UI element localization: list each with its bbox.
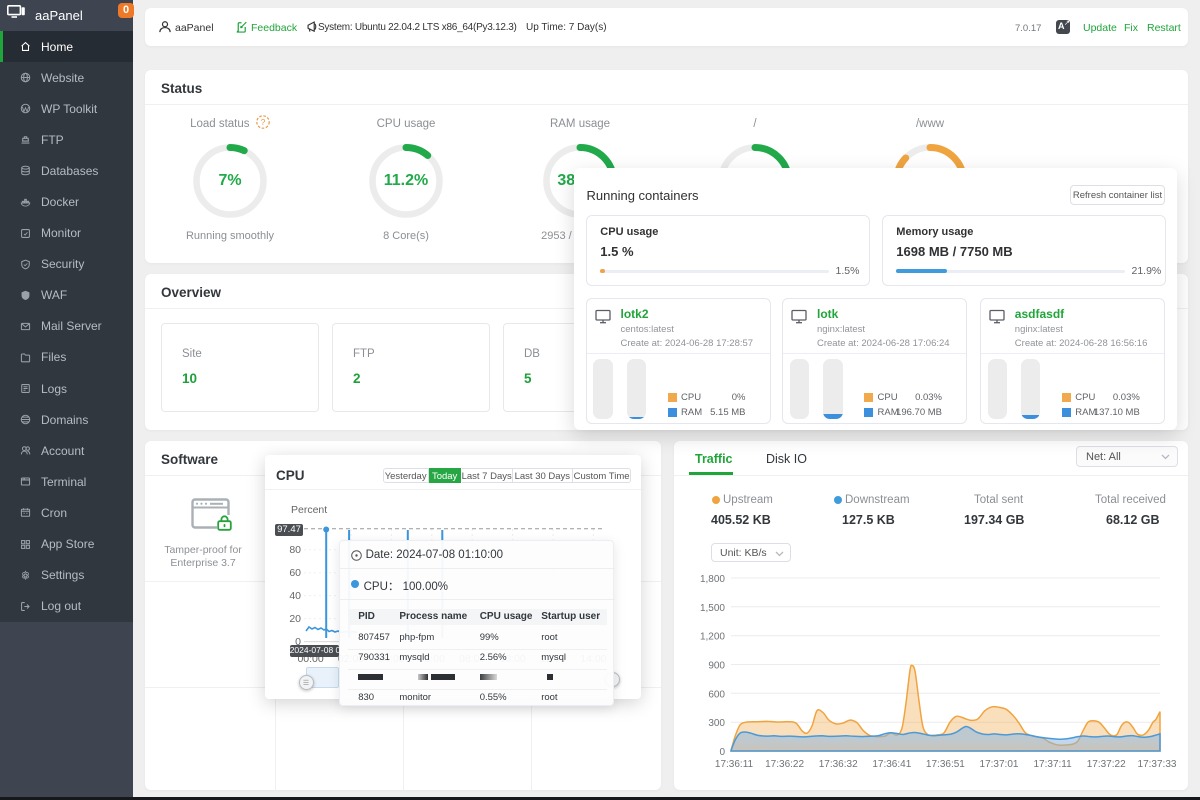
svg-text:17:37:22: 17:37:22 <box>1087 759 1126 770</box>
svg-text:?: ? <box>261 117 266 127</box>
svg-text:0: 0 <box>295 636 301 648</box>
svg-text:1,800: 1,800 <box>700 574 725 585</box>
svg-text:600: 600 <box>708 689 725 700</box>
svg-text:60: 60 <box>289 567 301 579</box>
svg-text:17:37:33: 17:37:33 <box>1138 759 1177 770</box>
svg-text:900: 900 <box>708 661 725 672</box>
svg-text:20: 20 <box>289 613 301 625</box>
svg-text:17:36:41: 17:36:41 <box>872 759 911 770</box>
svg-text:300: 300 <box>708 718 725 729</box>
svg-text:0: 0 <box>719 747 725 758</box>
svg-text:17:37:01: 17:37:01 <box>980 759 1019 770</box>
svg-text:1,200: 1,200 <box>700 632 725 643</box>
svg-text:17:36:11: 17:36:11 <box>715 759 754 770</box>
svg-text:17:36:32: 17:36:32 <box>819 759 858 770</box>
svg-text:80: 80 <box>289 544 301 556</box>
svg-text:40: 40 <box>289 590 301 602</box>
svg-text:17:36:51: 17:36:51 <box>926 759 965 770</box>
svg-text:17:37:11: 17:37:11 <box>1034 759 1073 770</box>
svg-text:17:36:22: 17:36:22 <box>765 759 804 770</box>
svg-text:1,500: 1,500 <box>700 603 725 614</box>
